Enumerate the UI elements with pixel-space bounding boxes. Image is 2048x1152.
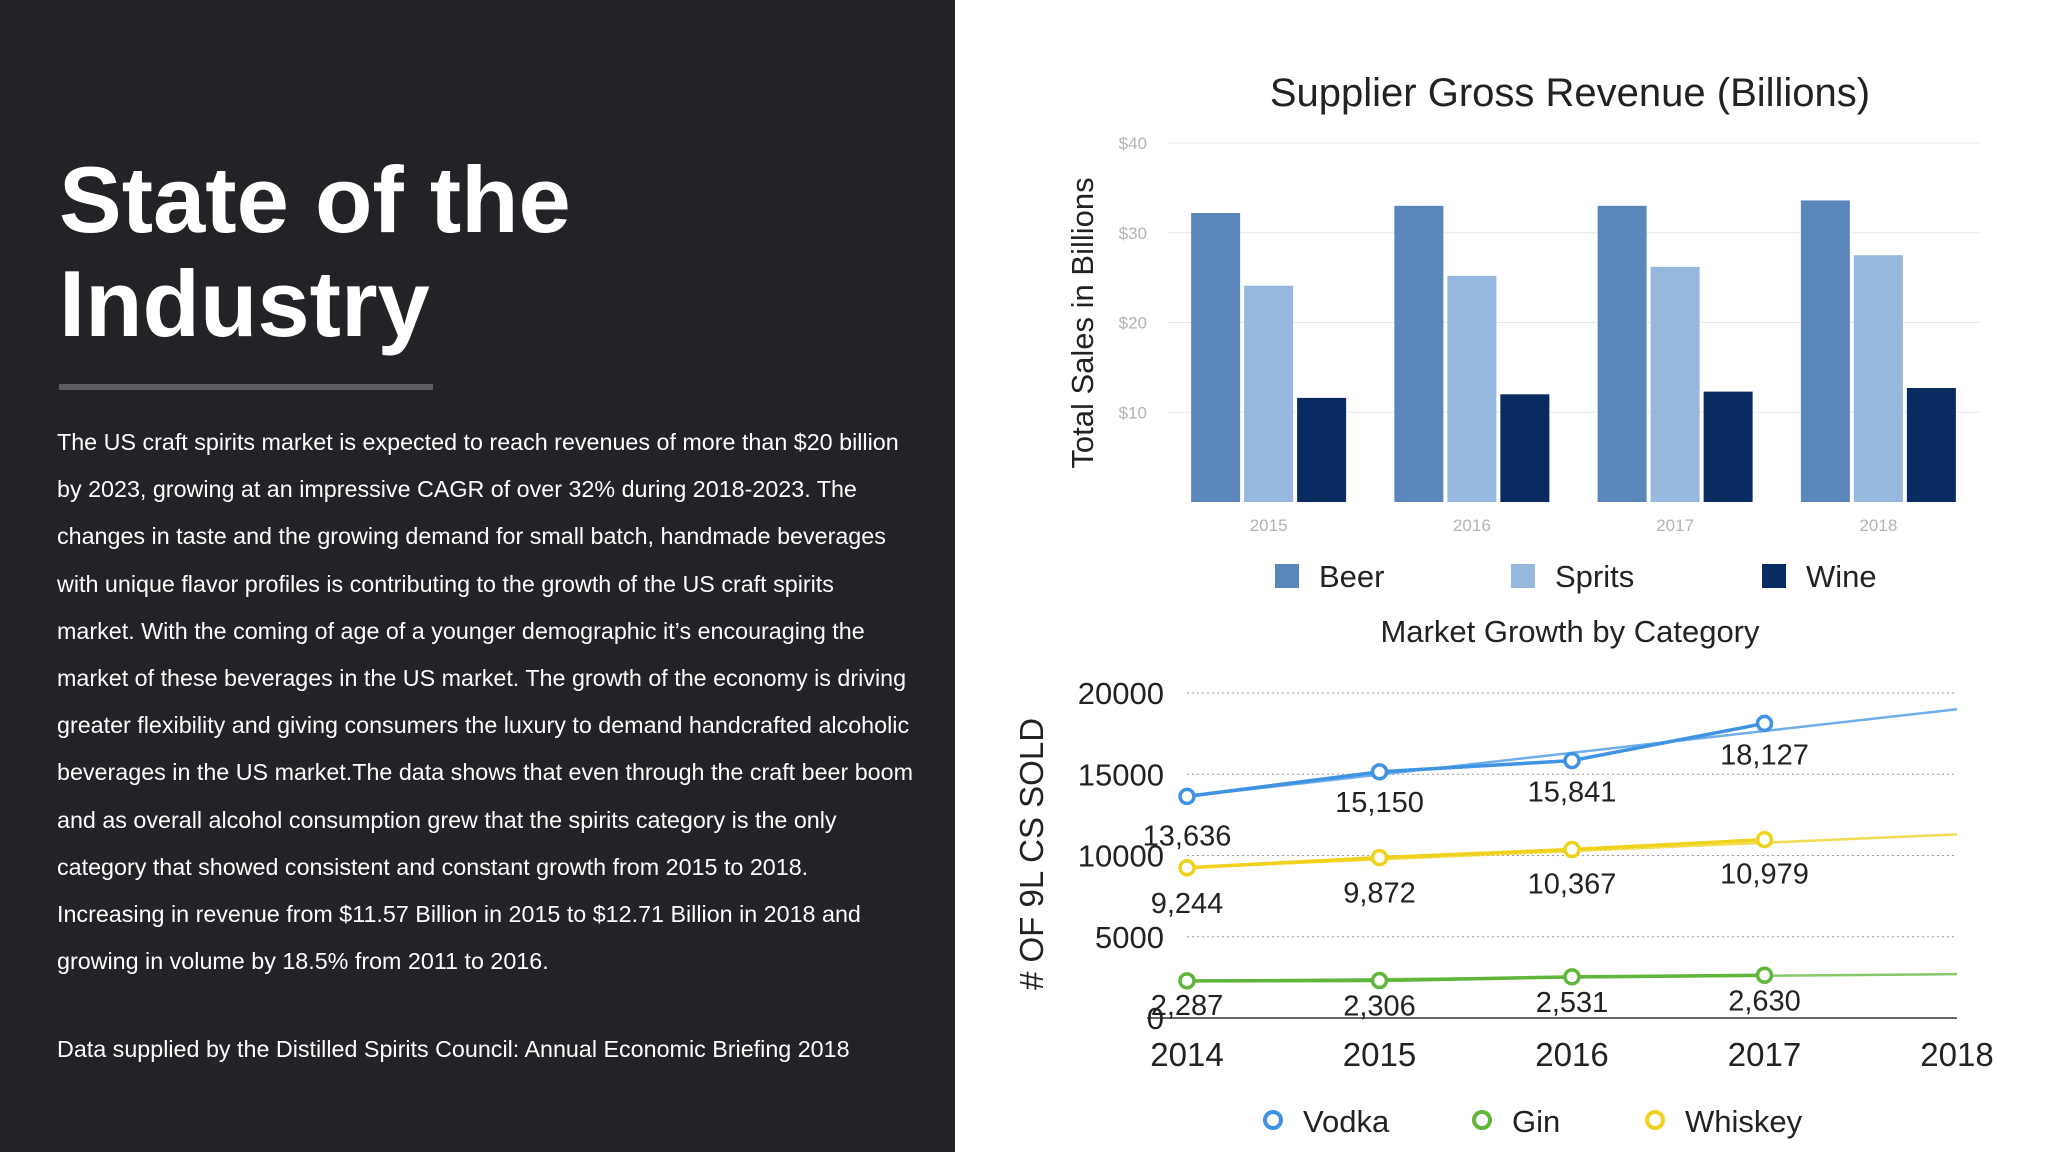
data-label-vodka: 15,150: [1335, 787, 1424, 819]
bar-chart-bars: [1191, 200, 1956, 502]
legend-label-gin: Gin: [1512, 1104, 1560, 1139]
line-chart-x-ticks: 2014 2015 2016 2017 2018: [1150, 1036, 1993, 1073]
bar-beer-2018: [1800, 200, 1850, 502]
bar-sprits-2015: [1244, 285, 1294, 502]
bar-sprits-2018: [1853, 255, 1903, 502]
line-y-tick-label: 0: [1147, 1001, 1164, 1036]
bar-chart-y-ticks: $10 $20 $30 $40: [1119, 134, 1147, 422]
series-line-vodka: [1186, 721, 1765, 799]
legend-swatch-sprits: [1511, 564, 1535, 588]
data-label-whiskey: 10,367: [1528, 869, 1617, 901]
bar-wine-2018: [1906, 388, 1956, 502]
bar-chart-ylabel: Total Sales in Billions: [1065, 177, 1100, 468]
data-label-vodka: 18,127: [1720, 739, 1809, 771]
point-vodka-2016: [1563, 751, 1581, 770]
bar-x-tick-label: 2016: [1453, 516, 1491, 535]
series-line-gin: [1186, 973, 1765, 983]
bar-y-tick-label: $20: [1119, 314, 1147, 333]
bar-sprits-2017: [1650, 266, 1700, 502]
legend-label-beer: Beer: [1319, 559, 1384, 594]
source-note: Data supplied by the Distilled Spirits C…: [57, 1036, 850, 1062]
point-vodka-2015: [1370, 763, 1389, 781]
legend-label-wine: Wine: [1806, 559, 1877, 594]
bar-beer-2015: [1191, 213, 1241, 502]
legend-marker-whiskey: [1645, 1110, 1665, 1130]
line-y-tick-label: 15000: [1078, 757, 1164, 792]
line-chart-series: [1178, 708, 1958, 990]
text-panel: State of the Industry The US craft spiri…: [0, 0, 955, 1152]
line-x-tick-label: 2016: [1535, 1036, 1608, 1073]
bar-x-tick-label: 2017: [1656, 516, 1694, 535]
bar-y-tick-label: $10: [1119, 403, 1147, 422]
legend-marker-gin: [1472, 1110, 1492, 1130]
bar-y-tick-label: $30: [1119, 224, 1147, 243]
line-chart-legend: Vodka Gin Whiskey: [1263, 1104, 1803, 1139]
bar-wine-2015: [1297, 397, 1347, 502]
data-label-whiskey: 9,872: [1343, 878, 1416, 910]
line-x-tick-label: 2018: [1920, 1036, 1993, 1073]
legend-label-vodka: Vodka: [1303, 1104, 1390, 1139]
bar-x-tick-label: 2015: [1250, 516, 1288, 535]
data-label-whiskey: 10,979: [1720, 859, 1809, 891]
line-y-tick-label: 10000: [1078, 839, 1164, 874]
point-whiskey-2014: [1178, 859, 1196, 877]
bar-sprits-2016: [1447, 275, 1497, 502]
line-x-tick-label: 2014: [1150, 1036, 1223, 1073]
title-line-2: Industry: [59, 251, 430, 356]
data-label-whiskey: 9,244: [1151, 888, 1224, 920]
point-vodka-2017: [1755, 714, 1774, 733]
point-whiskey-2017: [1755, 830, 1774, 849]
data-label-gin: 2,306: [1343, 991, 1416, 1023]
title-line-1: State of the: [59, 147, 571, 252]
legend-label-sprits: Sprits: [1555, 559, 1634, 594]
series-line-whiskey: [1186, 837, 1765, 870]
title-divider: [59, 384, 433, 390]
data-label-gin: 2,531: [1536, 987, 1609, 1019]
bar-wine-2017: [1703, 391, 1753, 502]
point-whiskey-2016: [1563, 840, 1581, 859]
bar-wine-2016: [1500, 394, 1550, 502]
point-gin-2017: [1755, 966, 1774, 985]
line-y-tick-label: 5000: [1095, 920, 1164, 955]
bar-beer-2016: [1394, 205, 1444, 502]
point-whiskey-2015: [1370, 848, 1389, 867]
data-label-vodka: 13,636: [1143, 820, 1232, 852]
line-chart-y-ticks: 0 5000 10000 15000 20000: [1078, 676, 1164, 1036]
bar-y-tick-label: $40: [1119, 134, 1147, 153]
point-gin-2016: [1563, 968, 1581, 986]
line-chart-title: Market Growth by Category: [1380, 614, 1760, 649]
bar-chart-x-ticks: 2015 2016 2017 2018: [1250, 516, 1898, 535]
data-label-gin: 2,287: [1151, 990, 1224, 1022]
bar-chart-legend: Beer Sprits Wine: [1275, 559, 1877, 594]
line-y-tick-label: 20000: [1078, 676, 1164, 711]
bar-chart-title: Supplier Gross Revenue (Billions): [1270, 71, 1870, 115]
point-gin-2015: [1370, 971, 1389, 990]
bar-x-tick-label: 2018: [1859, 516, 1897, 535]
line-x-tick-label: 2015: [1343, 1036, 1416, 1073]
line-chart-grid: [1147, 692, 1957, 1019]
legend-label-whiskey: Whiskey: [1685, 1104, 1803, 1139]
point-gin-2014: [1178, 972, 1196, 990]
data-label-vodka: 15,841: [1528, 777, 1617, 809]
revenue-bar-chart: Supplier Gross Revenue (Billions) Total …: [1065, 71, 1980, 594]
point-vodka-2014: [1178, 787, 1196, 806]
line-chart-data-labels: 13,636 15,150 15,841 18,127 2,287 2,306 2,531 2…: [1143, 739, 1809, 1022]
slide-title: State of the Industry: [59, 148, 571, 356]
bar-beer-2017: [1597, 205, 1647, 502]
line-chart-ylabel: # OF 9L CS SOLD: [1013, 718, 1050, 990]
body-paragraph: The US craft spirits market is expected …: [57, 429, 914, 975]
legend-swatch-wine: [1762, 564, 1786, 588]
line-x-tick-label: 2017: [1728, 1036, 1801, 1073]
legend-marker-vodka: [1263, 1110, 1283, 1130]
legend-swatch-beer: [1275, 564, 1299, 588]
data-label-gin: 2,630: [1728, 985, 1801, 1017]
